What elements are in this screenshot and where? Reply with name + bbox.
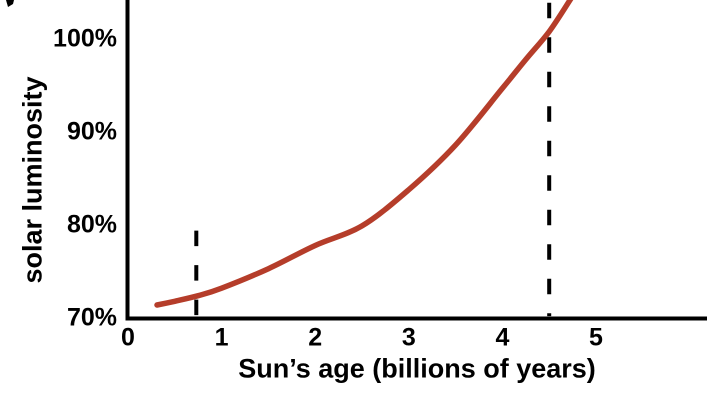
luminosity-curve: [154, 0, 574, 308]
x-tick-label-2: 2: [308, 323, 323, 352]
x-axis-title: Sun’s age (billions of years): [238, 353, 596, 384]
y-tick-label-80: 80%: [66, 210, 117, 239]
x-tick-label-1: 1: [214, 323, 229, 352]
x-tick-label-5: 5: [589, 323, 603, 352]
x-tick-label-3: 3: [401, 323, 416, 352]
x-tick-label-4: 4: [495, 323, 510, 352]
y-tick-label-90: 90%: [66, 117, 117, 146]
cropped-glyph-fragment: [6, 0, 14, 7]
x-tick-label-0: 0: [121, 323, 135, 352]
y-tick-label-100: 100%: [53, 24, 117, 53]
y-axis-title: solar luminosity: [17, 76, 48, 284]
y-tick-label-70: 70%: [66, 303, 117, 332]
